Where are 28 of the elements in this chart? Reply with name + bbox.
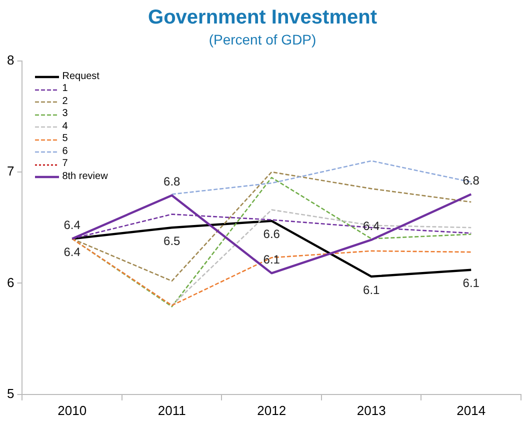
legend-label: 2 — [62, 96, 68, 108]
legend-label: 3 — [62, 108, 68, 121]
legend-label: 4 — [62, 120, 68, 134]
x-tick-label: 2012 — [257, 402, 286, 418]
chart-subtitle: (Percent of GDP) — [208, 31, 316, 48]
data-label: 6.8 — [462, 174, 480, 188]
y-tick-label: 5 — [6, 386, 14, 401]
legend-label: 7 — [62, 158, 68, 171]
data-label: 6.4 — [64, 218, 81, 232]
data-label: 6.8 — [164, 174, 181, 189]
data-label: 6.1 — [462, 276, 480, 290]
x-tick-label: 2013 — [356, 402, 386, 418]
legend-label: Request — [62, 70, 100, 84]
y-tick-label: 6 — [6, 274, 14, 290]
legend-label: 5 — [62, 133, 68, 146]
legend-label: 6 — [62, 146, 68, 158]
y-tick-label: 7 — [6, 164, 14, 179]
legend-label: 1 — [62, 83, 68, 96]
x-tick-label: 2010 — [58, 402, 87, 418]
chart-title: Government Investment — [148, 6, 378, 29]
y-tick-label: 8 — [6, 52, 14, 68]
data-label: 6.6 — [263, 227, 280, 242]
data-label: 6.4 — [64, 245, 81, 260]
data-label: 6.1 — [363, 282, 380, 297]
data-label: 6.5 — [164, 234, 181, 248]
x-tick-label: 2014 — [456, 402, 486, 418]
legend-label: 8th review — [62, 170, 108, 184]
x-tick-label: 2011 — [158, 402, 186, 418]
